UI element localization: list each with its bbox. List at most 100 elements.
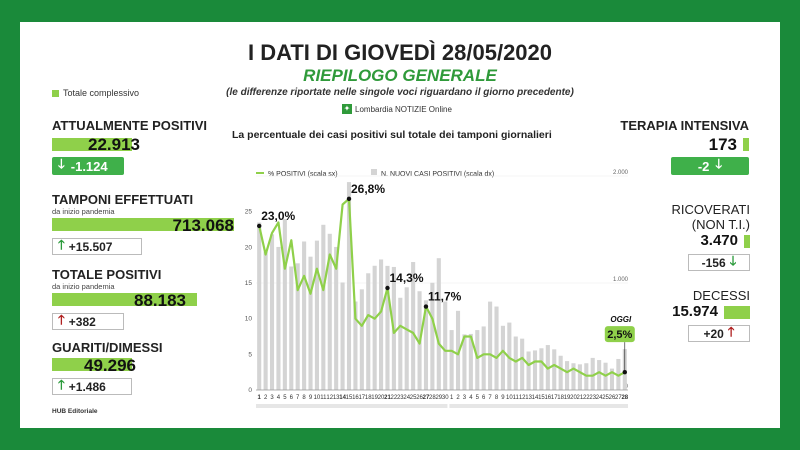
bar (577, 364, 582, 390)
kpi-title: TAMPONI EFFETTUATI (52, 192, 194, 207)
kpi-delta: +20 🡑 (688, 324, 750, 342)
legend-swatch (52, 89, 59, 97)
x-tick-label: 16 (352, 395, 359, 401)
bar (539, 348, 544, 390)
bar (289, 266, 294, 390)
annotation-dot (423, 304, 429, 309)
kpi-delta: 🡑 +1.486 (52, 376, 132, 395)
x-tick-label: 28 (429, 395, 436, 401)
x-tick-label: 3 (463, 395, 467, 401)
x-tick-label: 14 (532, 395, 539, 401)
kpi-value: 22.913 (88, 135, 140, 154)
bar (520, 338, 525, 390)
legend-label-nuovi-casi: N. NUOVI CASI POSITIVI (scala dx) (381, 171, 494, 178)
bar (475, 330, 480, 390)
x-tick-label: 27 (615, 395, 622, 401)
brand-label: Lombardia NOTIZIE Online (355, 104, 452, 114)
x-tick-label: 13 (333, 395, 340, 401)
y-left-tick-label: 15 (245, 280, 253, 287)
kpi-delta: -2 🡓 (671, 156, 749, 175)
x-tick-label: 16 (544, 395, 551, 401)
bar (282, 219, 287, 390)
legend-bar-swatch (371, 169, 377, 175)
x-tick-label: 14 (339, 395, 346, 401)
x-tick-label: 11 (320, 395, 327, 401)
bar (359, 289, 364, 390)
x-tick-label: 8 (495, 395, 499, 401)
bar (609, 368, 615, 390)
kpi-value: 88.183 (134, 291, 186, 310)
bar (276, 246, 281, 390)
bar (443, 301, 448, 390)
x-tick-label: 22 (391, 395, 398, 401)
x-tick-label: 19 (564, 395, 571, 401)
x-tick-label: 15 (346, 395, 353, 401)
x-tick-label: 6 (290, 395, 294, 401)
bar (430, 282, 435, 390)
y-right-tick-label: 2.000 (613, 170, 629, 176)
bar (366, 273, 371, 390)
kpi-totale-positivi: TOTALE POSITIVI da inizio pandemia 88.18… (52, 267, 242, 330)
month-band-maggio (449, 404, 628, 408)
kpi-title: GUARITI/DIMESSI (52, 340, 163, 355)
arrow-up-icon: 🡑 (58, 376, 65, 392)
x-tick-label: 19 (371, 395, 378, 401)
x-tick-label: 30 (442, 395, 449, 401)
kpi-ricoverati: RICOVERATI (NON T.I.) 3.470 -156 🡓 (640, 202, 750, 271)
y-left-tick-label: 25 (245, 209, 253, 216)
kpi-delta-value: +382 (68, 314, 96, 329)
x-tick-label: 7 (488, 395, 492, 401)
brand: ✦ Lombardia NOTIZIE Online (342, 104, 452, 114)
kpi-decessi: DECESSI 15.974 +20 🡑 (640, 288, 750, 342)
kpi-title: RICOVERATI (671, 202, 751, 217)
x-tick-label: 13 (525, 395, 532, 401)
x-tick-label: 25 (410, 395, 417, 401)
bar (308, 256, 313, 390)
chart-legend: % POSITIVI (scala sx) N. NUOVI CASI POSIT… (256, 169, 494, 178)
bar (436, 258, 441, 390)
series-line-positivi (258, 197, 626, 377)
bar (385, 265, 390, 390)
x-tick-label: 17 (358, 395, 365, 401)
x-tick-label: 28 (621, 395, 628, 401)
bar (423, 300, 429, 390)
bar (571, 363, 576, 390)
bar (379, 259, 384, 390)
arrow-down-icon: 🡓 (58, 156, 65, 171)
annotation-dot (385, 285, 390, 291)
bar (398, 297, 403, 390)
bar (314, 240, 319, 390)
bar (532, 350, 538, 390)
y-left-tick-label: 20 (245, 244, 253, 251)
kpi-title-2: (NON T.I.) (691, 217, 750, 232)
x-tick-label: 18 (365, 395, 372, 401)
x-tick-label: 23 (397, 395, 404, 401)
bar (481, 326, 486, 390)
x-tick-label: 4 (469, 395, 473, 401)
x-tick-label: 12 (519, 395, 526, 401)
bar (513, 336, 518, 390)
kpi-value: 49.296 (84, 356, 136, 375)
x-tick-label: 2 (264, 395, 268, 401)
annotation-dot (622, 369, 627, 375)
bar (565, 361, 570, 390)
bar (462, 334, 467, 390)
arrow-up-icon: 🡑 (58, 311, 65, 327)
y-left-tick-label: 5 (248, 351, 252, 358)
bar (346, 182, 352, 390)
kpi-title: DECESSI (692, 288, 750, 303)
bar (526, 351, 531, 390)
x-tick-label: 26 (416, 395, 423, 401)
bar (468, 333, 473, 390)
kpi-value: 3.470 (700, 232, 738, 249)
bar (263, 251, 268, 390)
kpi-subtitle: da inizio pandemia (52, 282, 115, 291)
kpi-bar (744, 235, 750, 248)
bar (295, 263, 300, 390)
chart-line (258, 197, 626, 377)
kpi-delta-value: -156 (701, 255, 726, 270)
legend-total-label: Totale complessivo (63, 88, 140, 98)
x-tick-label: 2 (456, 395, 460, 401)
annotation-badge (604, 326, 635, 343)
